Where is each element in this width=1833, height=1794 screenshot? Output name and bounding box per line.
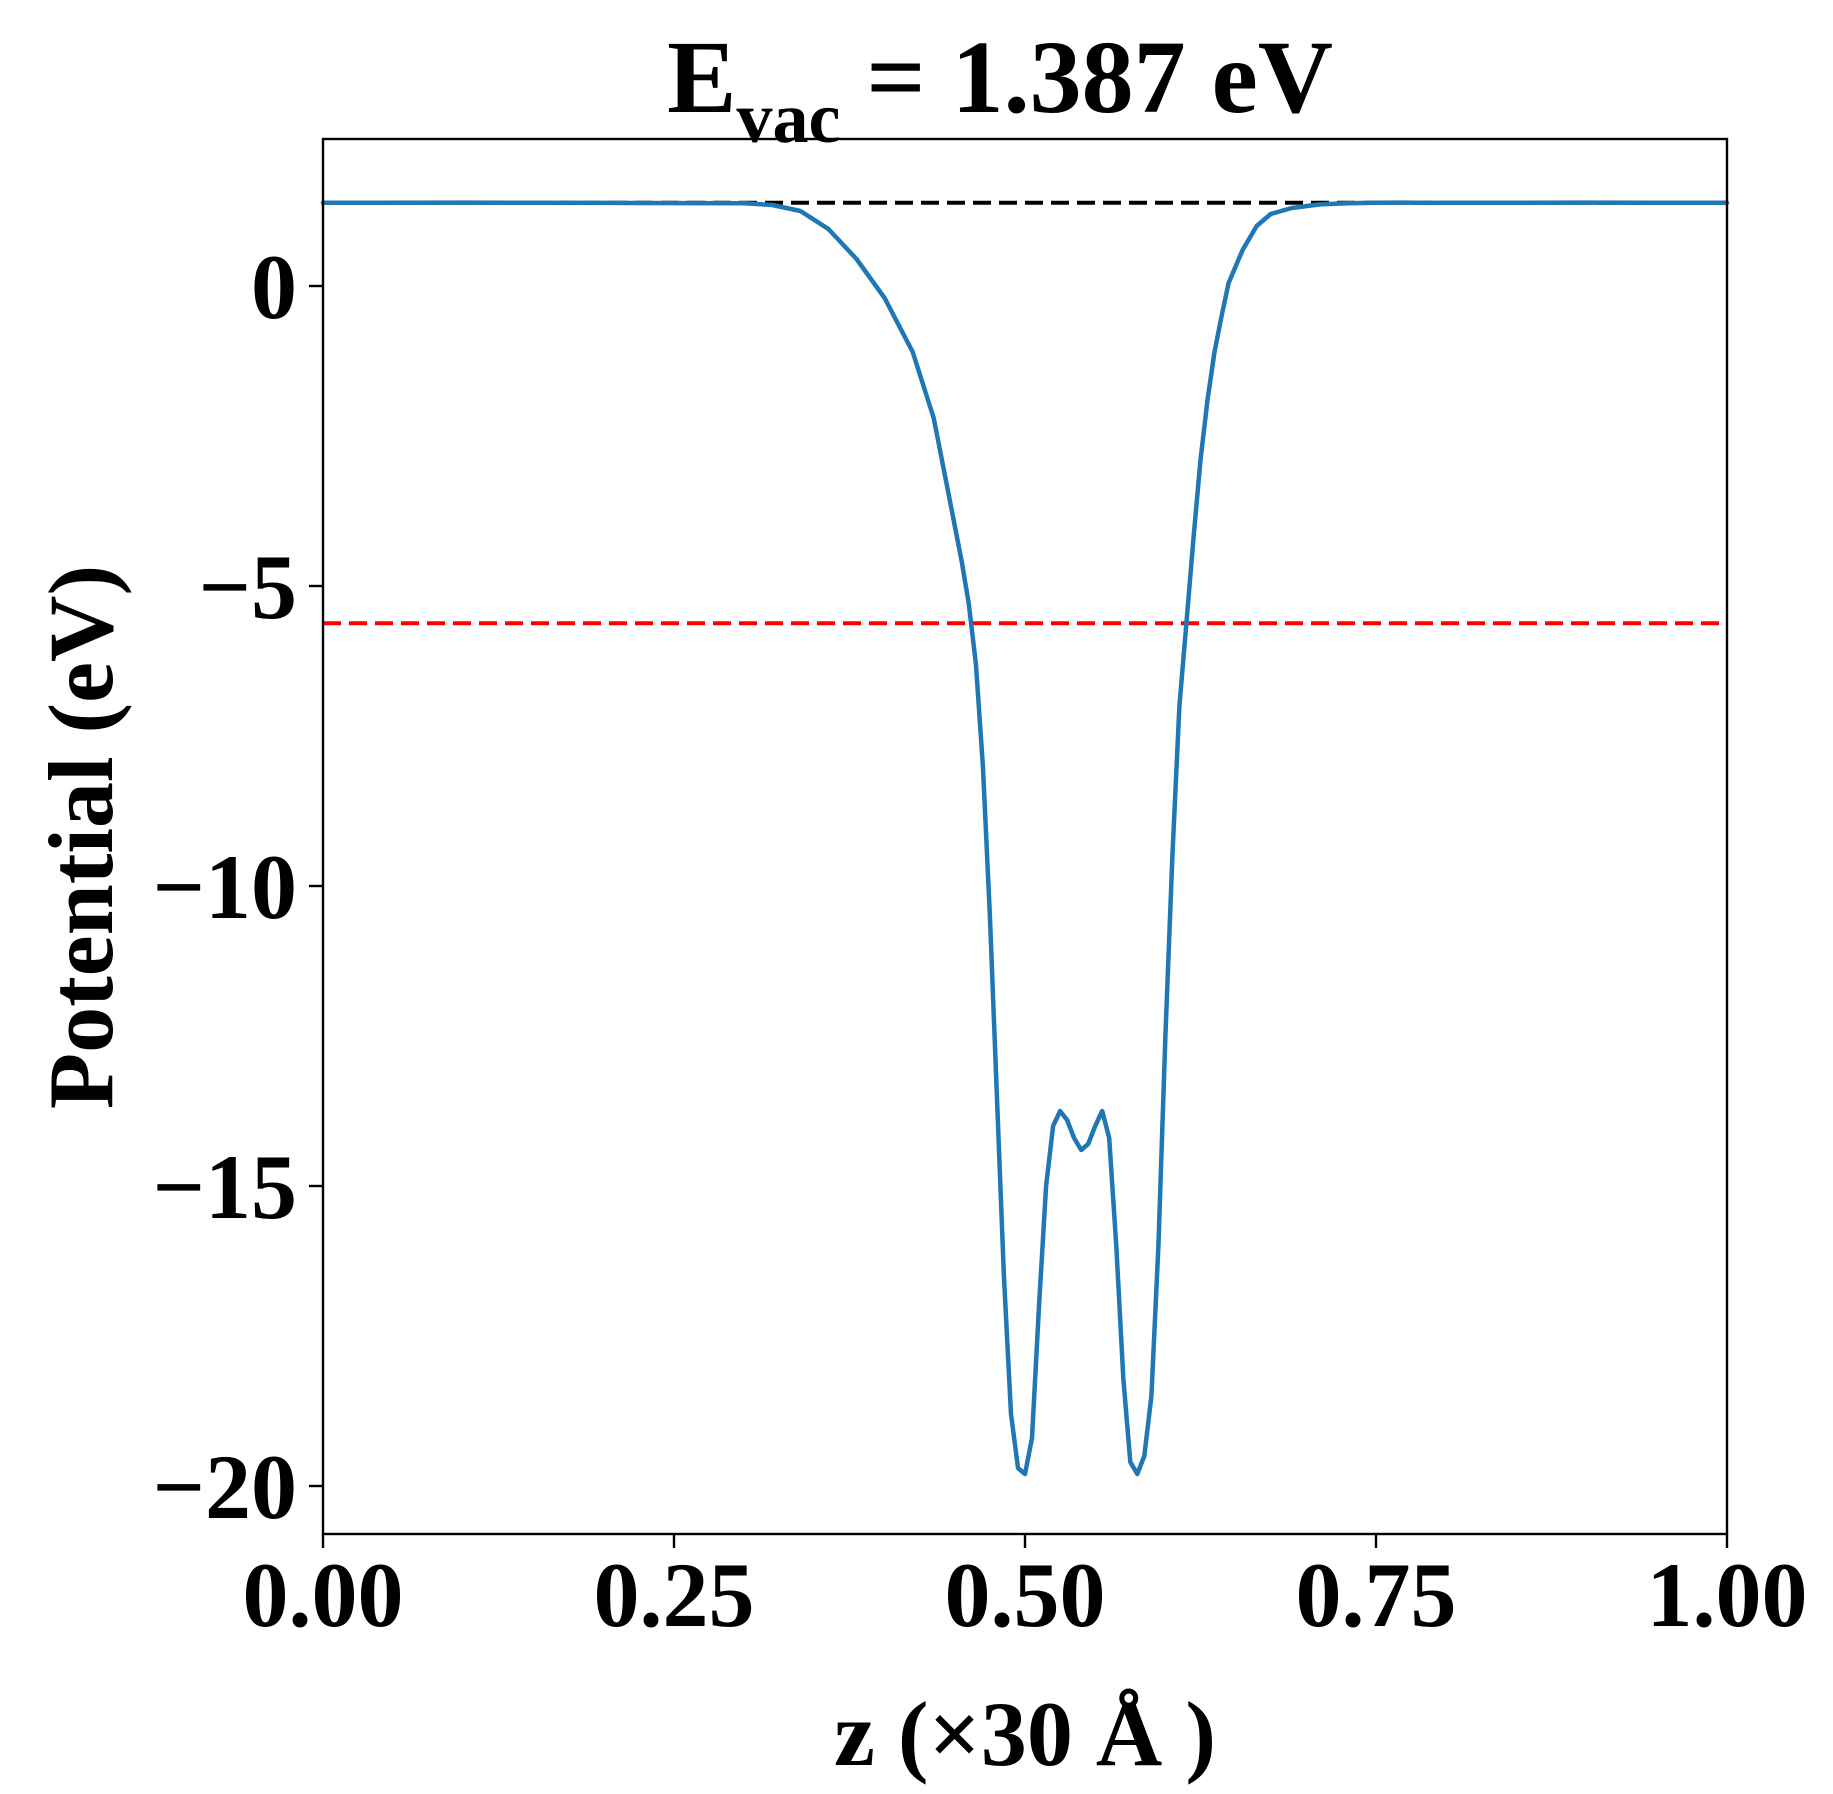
x-tick-label: 1.00: [1647, 1544, 1808, 1646]
y-tick-label: 0: [251, 236, 297, 338]
plot-frame: [321, 137, 1729, 1536]
series-layer: [320, 200, 1730, 1477]
x-tick-label: 0.00: [243, 1544, 404, 1646]
x-tick-label: 0.25: [594, 1544, 755, 1646]
y-axis-label: Potential (eV): [30, 565, 132, 1109]
chart-title-subscript: vac: [736, 78, 840, 158]
y-axis-ticks: 0 −5 −10 −15 −20: [153, 236, 323, 1538]
series-line-0: [320, 200, 1730, 1477]
chart-title: Evac = 1.387 eV: [667, 20, 1333, 158]
x-tick-label: 0.50: [945, 1544, 1106, 1646]
chart-title-rest: = 1.387 eV: [840, 20, 1333, 135]
y-tick-label: −20: [153, 1436, 297, 1538]
x-axis-ticks: 0.00 0.25 0.50 0.75 1.00: [243, 1534, 1808, 1646]
y-tick-label: −10: [153, 836, 297, 938]
reference-lines: [323, 200, 1727, 626]
x-axis-label: z (×30 Å ): [834, 1683, 1216, 1785]
x-tick-label: 0.75: [1296, 1544, 1457, 1646]
y-tick-label: −15: [153, 1136, 297, 1238]
y-tick-label: −5: [199, 536, 297, 638]
chart-title-main: E: [667, 20, 736, 135]
